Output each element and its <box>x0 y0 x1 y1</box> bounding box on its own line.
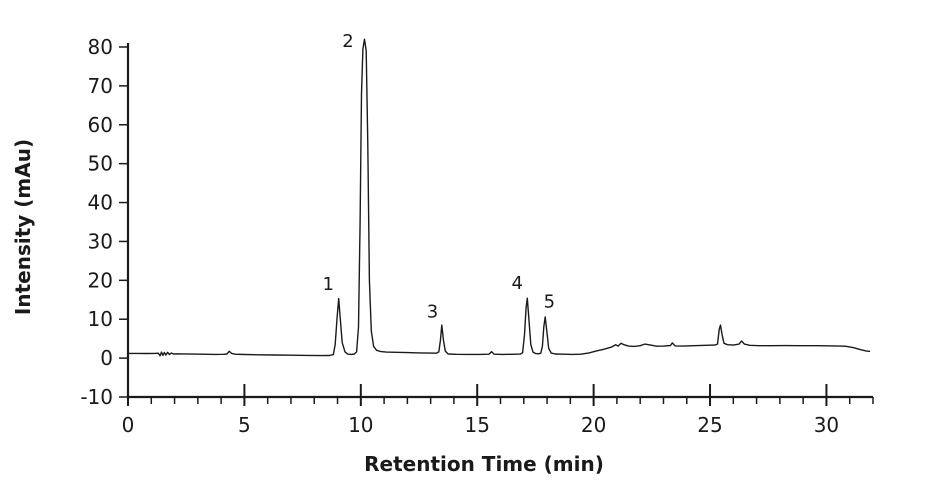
y-tick-label: -10 <box>80 385 113 409</box>
x-tick-label: 5 <box>238 413 251 437</box>
peak-label-4: 4 <box>512 273 523 294</box>
peak-label-2: 2 <box>342 31 353 52</box>
x-axis-ticks <box>127 384 874 406</box>
y-tick-label: 0 <box>100 346 113 370</box>
y-tick-label: 80 <box>88 35 113 59</box>
peak-label-3: 3 <box>427 301 438 322</box>
y-tick-label: 30 <box>88 229 113 253</box>
y-tick-label: 60 <box>88 113 113 137</box>
x-tick-label: 15 <box>464 413 489 437</box>
y-tick-label: 10 <box>88 307 113 331</box>
chromatogram-trace <box>127 38 871 357</box>
y-axis-tick-labels: -10 0 10 20 30 40 50 60 70 80 <box>80 35 113 409</box>
y-tick-label: 40 <box>88 191 113 215</box>
x-tick-label: 0 <box>122 413 135 437</box>
x-axis-tick-labels: 0 5 10 15 20 25 30 <box>122 413 840 437</box>
axes <box>126 42 873 399</box>
y-tick-label: 50 <box>88 152 113 176</box>
x-axis-title: Retention Time (min) <box>364 452 604 476</box>
y-tick-label: 70 <box>88 74 113 98</box>
peak-label-1: 1 <box>322 274 333 295</box>
peak-label-5: 5 <box>544 292 555 313</box>
x-tick-label: 25 <box>697 413 722 437</box>
trace-line <box>127 38 871 357</box>
y-axis-ticks <box>119 46 128 398</box>
peak-number-labels: 1 2 3 45 <box>322 31 555 322</box>
y-axis-title: Intensity (mAu) <box>11 139 35 315</box>
x-tick-label: 10 <box>348 413 373 437</box>
y-tick-label: 20 <box>88 268 113 292</box>
x-tick-label: 30 <box>814 413 839 437</box>
x-tick-label: 20 <box>581 413 606 437</box>
